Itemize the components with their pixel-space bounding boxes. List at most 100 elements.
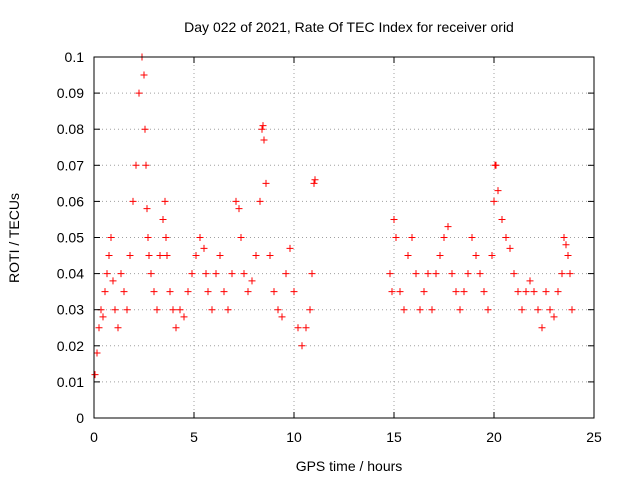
data-point [560,234,568,241]
data-point [111,306,119,314]
y-tick-label: 0.02 [57,338,84,354]
data-point [448,270,456,278]
y-tick-label: 0.04 [57,266,84,282]
data-point [172,324,180,332]
data-point [235,205,243,213]
data-point [554,288,562,296]
data-point [488,252,496,260]
data-point [564,252,572,260]
data-point [114,324,122,332]
data-point [290,288,298,296]
y-tick-label: 0 [76,410,84,426]
data-point [153,306,161,314]
data-point [274,306,282,314]
data-point [546,306,554,314]
data-point [386,270,394,278]
data-point [502,234,510,241]
data-point [252,252,260,260]
x-tick-label: 15 [386,429,402,445]
data-point [200,244,208,252]
data-point [259,122,267,130]
data-point [412,270,420,278]
data-point [464,270,472,278]
data-point [135,89,143,97]
x-tick-label: 5 [190,429,198,445]
data-point [180,313,188,321]
data-point [150,288,158,296]
y-tick-label: 0.09 [57,85,84,101]
data-point [202,270,210,278]
data-point [196,234,204,241]
data-point [538,324,546,332]
x-axis-label: GPS time / hours [296,458,403,474]
data-point [266,252,274,260]
data-point [144,234,152,241]
x-tick-label: 20 [486,429,502,445]
data-point [400,306,408,314]
data-point [310,179,318,187]
data-point [258,125,266,133]
data-point [166,288,174,296]
data-point [147,270,155,278]
chart-title: Day 022 of 2021, Rate Of TEC Index for r… [184,19,514,35]
data-point [105,252,113,260]
data-point [103,270,111,278]
data-point [522,288,530,296]
data-point [161,197,169,205]
data-point [184,288,192,296]
data-point [550,313,558,321]
data-point [129,197,137,205]
data-point [494,187,502,195]
data-point [428,306,436,314]
data-point [156,252,164,260]
y-tick-label: 0.07 [57,157,84,173]
data-point [278,313,286,321]
x-tick-label: 10 [286,429,302,445]
data-point [308,270,316,278]
data-point [452,288,460,296]
data-point [518,306,526,314]
data-point [240,270,248,278]
data-point [424,270,432,278]
y-axis-label: ROTI / TECUs [6,193,22,283]
data-point [566,270,574,278]
data-point [476,270,484,278]
data-point [498,215,506,223]
data-point [420,288,428,296]
data-point [176,306,184,314]
data-point [282,270,290,278]
data-point [396,288,404,296]
data-point [192,252,200,260]
data-point [456,306,464,314]
data-point [392,234,400,241]
y-tick-label: 0.06 [57,193,84,209]
data-point [542,288,550,296]
data-point [460,288,468,296]
data-point [484,306,492,314]
data-point [270,288,278,296]
data-point [534,306,542,314]
data-point [568,306,576,314]
data-point [248,277,256,285]
y-tick-label: 0.08 [57,121,84,137]
data-point [490,197,498,205]
x-tick-label: 25 [586,429,602,445]
data-point [408,234,416,241]
data-point [216,252,224,260]
data-point [302,324,310,332]
data-point [480,288,488,296]
data-point [91,371,99,379]
data-point [109,277,117,285]
data-point [107,234,115,241]
data-point [228,270,236,278]
data-point [468,234,476,241]
data-point [159,215,167,223]
data-point [163,252,171,260]
axis-ticks: 0 5 10 15 20 25 0 0.01 0.02 0.03 0.04 0.05 0.06 0.07 0… [57,49,602,445]
y-tick-label: 0.05 [57,230,84,246]
data-point [237,234,245,241]
data-point [311,176,319,184]
data-point [506,244,514,252]
data-point [514,288,522,296]
